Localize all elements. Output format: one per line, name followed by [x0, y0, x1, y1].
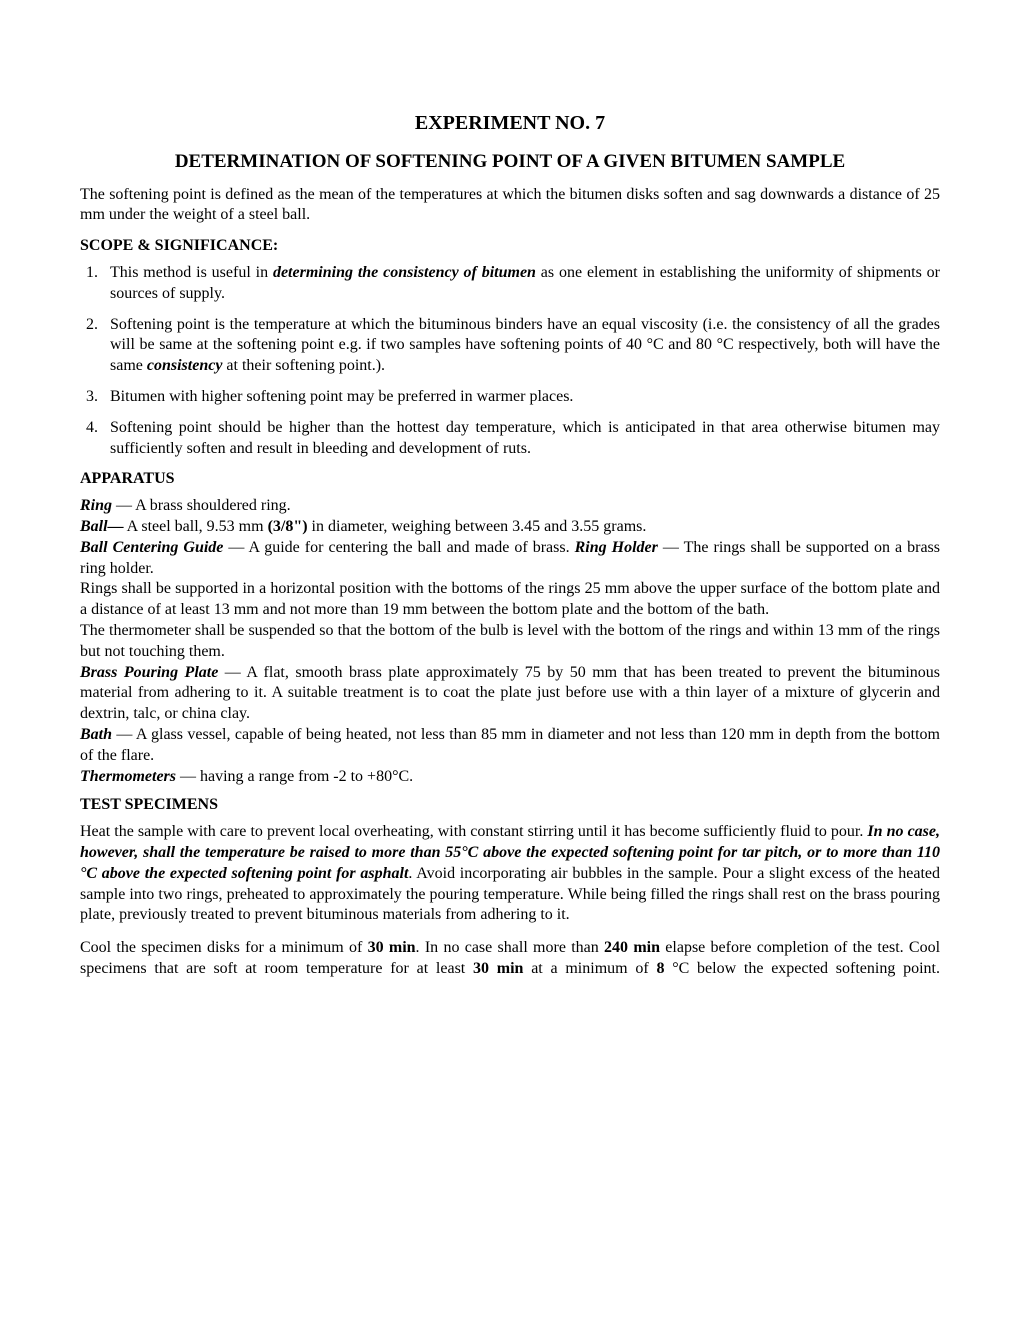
- specimen-paragraph-1: Heat the sample with care to prevent loc…: [80, 822, 940, 926]
- specimens-heading: TEST SPECIMENS: [80, 795, 940, 816]
- list-item: Softening point should be higher than th…: [102, 418, 940, 460]
- bold-text: (3/8"): [268, 518, 308, 535]
- apparatus-heading: APPARATUS: [80, 469, 940, 490]
- text: Rings shall be supported in a horizontal…: [80, 579, 940, 621]
- emphasis: determining the consistency of bitumen: [273, 264, 536, 281]
- specimen-paragraph-2: Cool the specimen disks for a minimum of…: [80, 938, 940, 980]
- text: °C below the expected softening point.: [664, 960, 940, 977]
- bold-text: 30 min: [368, 939, 416, 956]
- text: — A guide for centering the ball and mad…: [223, 539, 574, 556]
- list-item: This method is useful in determining the…: [102, 263, 940, 305]
- text: . In no case shall more than: [416, 939, 605, 956]
- text: at their softening point.).: [222, 357, 385, 374]
- text: — having a range from -2 to +80°C.: [176, 768, 413, 785]
- apparatus-label: Thermometers: [80, 768, 176, 785]
- apparatus-label: Ball—: [80, 518, 124, 535]
- text: Heat the sample with care to prevent loc…: [80, 823, 867, 840]
- apparatus-label: Ring: [80, 497, 112, 514]
- text: in diameter, weighing between 3.45 and 3…: [308, 518, 647, 535]
- bold-text: 30 min: [473, 960, 523, 977]
- text: at a minimum of: [523, 960, 656, 977]
- apparatus-block: Ring — A brass shouldered ring. Ball— A …: [80, 496, 940, 787]
- text: This method is useful in: [110, 264, 273, 281]
- apparatus-label: Bath: [80, 726, 112, 743]
- apparatus-label: Ball Centering Guide: [80, 539, 223, 556]
- text: — A brass shouldered ring.: [112, 497, 291, 514]
- emphasis: consistency: [147, 357, 223, 374]
- text: — A glass vessel, capable of being heate…: [80, 726, 940, 764]
- list-item: Softening point is the temperature at wh…: [102, 315, 940, 377]
- intro-paragraph: The softening point is defined as the me…: [80, 185, 940, 227]
- apparatus-label: Brass Pouring Plate: [80, 664, 218, 681]
- scope-list: This method is useful in determining the…: [80, 263, 940, 459]
- experiment-number: EXPERIMENT NO. 7: [80, 110, 940, 136]
- bold-text: 240 min: [604, 939, 660, 956]
- text: Cool the specimen disks for a minimum of: [80, 939, 368, 956]
- text: A steel ball, 9.53 mm: [124, 518, 268, 535]
- experiment-title: DETERMINATION OF SOFTENING POINT OF A GI…: [80, 150, 940, 175]
- list-item: Bitumen with higher softening point may …: [102, 387, 940, 408]
- scope-heading: SCOPE & SIGNIFICANCE:: [80, 236, 940, 257]
- text: The thermometer shall be suspended so th…: [80, 621, 940, 663]
- apparatus-label: Ring Holder: [575, 539, 658, 556]
